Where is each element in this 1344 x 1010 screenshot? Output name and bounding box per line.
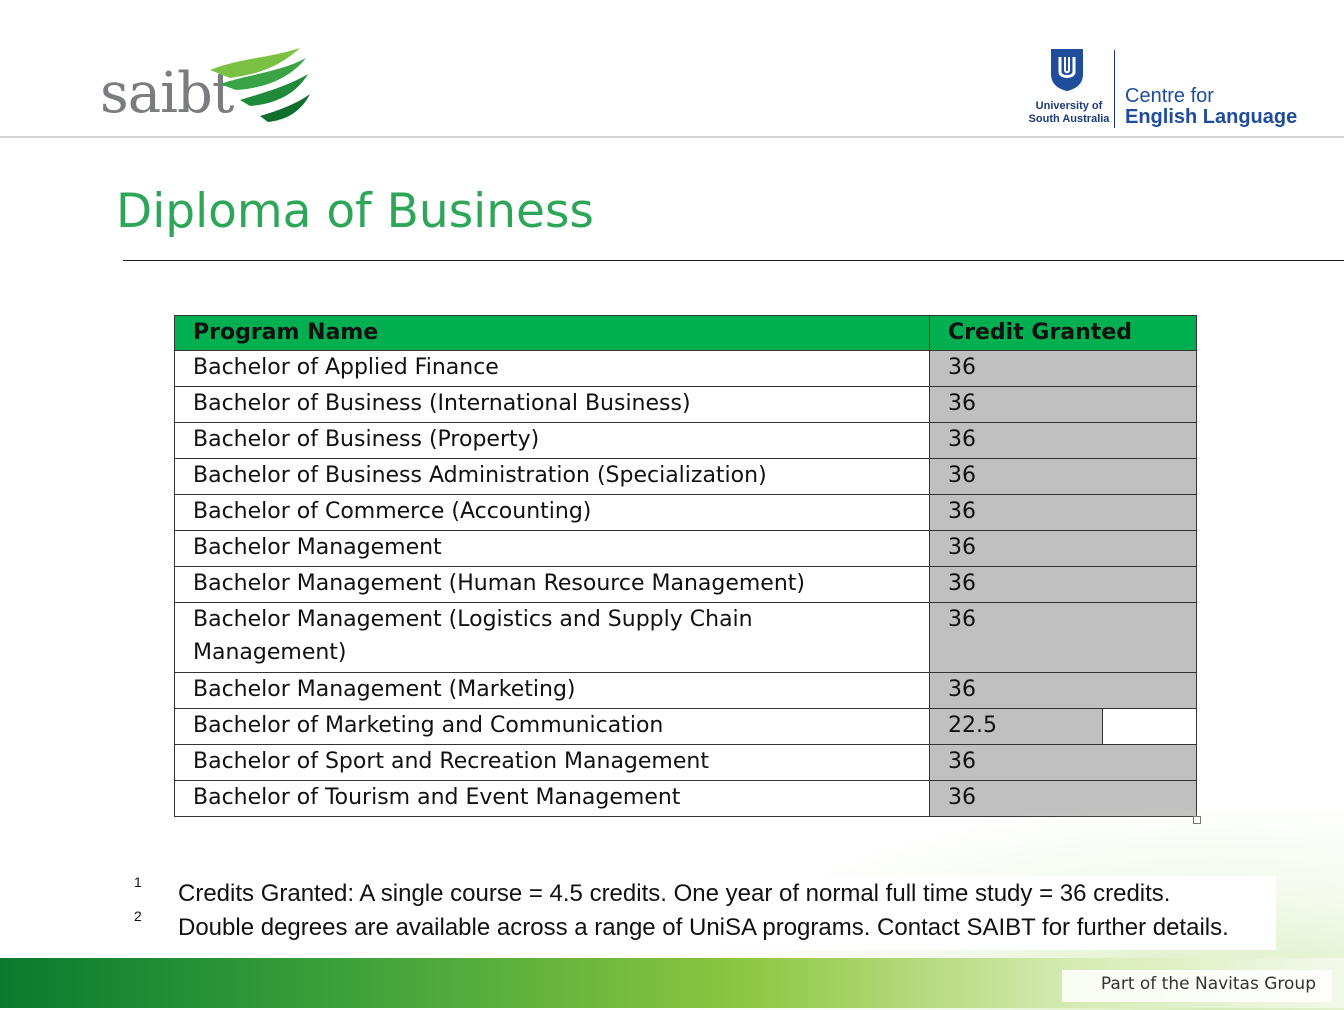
program-name-cell: Bachelor Management (Human Resource Mana… [174,566,930,603]
table-row: Bachelor of Sport and Recreation Managem… [174,744,1197,781]
footnote-marker: 1 [134,874,142,890]
credit-cell: 36 [929,602,1197,673]
saibt-logo-text: saibt [100,61,234,126]
program-name-cell: Bachelor Management (Logistics and Suppl… [174,602,930,673]
credit-table: Program Name Credit Granted Bachelor of … [174,315,1197,817]
credit-cell: 22.5 [930,709,1103,744]
credit-cell: 36 [929,458,1197,495]
page-title: Diploma of Business [116,184,594,239]
title-divider [123,260,1344,261]
program-name-cell: Bachelor of Sport and Recreation Managem… [174,744,930,781]
credit-cell: 36 [929,494,1197,531]
credit-cell: 36 [929,566,1197,603]
empty-cell [1103,709,1196,744]
saibt-logo: saibt [100,44,310,130]
header-divider [0,136,1344,138]
credit-cell: 36 [929,744,1197,781]
program-name-cell: Bachelor of Business Administration (Spe… [174,458,930,495]
unisa-name-line1: University of [1035,100,1103,112]
program-name-cell: Bachelor Management [174,530,930,567]
unisa-logo: University of South Australia Centre for… [1022,46,1312,132]
unisa-shield-icon [1051,49,1083,91]
header: saibt University of South Australia Cent… [0,0,1344,137]
logo-divider [1114,50,1115,128]
program-name-cell: Bachelor Management (Marketing) [174,672,930,709]
table-row: Bachelor of Business (Property) 36 [174,422,1197,459]
unisa-name-line2: South Australia [1028,113,1110,125]
centre-line2: English Language [1125,106,1298,128]
credit-cell: 36 [929,672,1197,709]
footnote-text: Double degrees are available across a ra… [178,914,1229,941]
credit-cell: 36 [929,422,1197,459]
credit-cell-split: 22.5 [929,708,1197,745]
split-cell-inner: 22.5 [930,709,1196,744]
credit-cell: 36 [929,530,1197,567]
table-row: Bachelor Management (Human Resource Mana… [174,566,1197,603]
table-row: Bachelor of Business (International Busi… [174,386,1197,423]
unisa-name: University of South Australia [1026,100,1112,126]
footer-note-backdrop [1062,970,1332,1002]
credit-cell: 36 [929,350,1197,387]
table-row: Bachelor Management 36 [174,530,1197,567]
table-row: Bachelor Management (Logistics and Suppl… [174,602,1197,673]
table-row: Bachelor of Marketing and Communication … [174,708,1197,745]
program-name-cell: Bachelor of Tourism and Event Management [174,780,930,817]
table-row: Bachelor Management (Marketing) 36 [174,672,1197,709]
footnote-marker: 2 [134,908,142,924]
program-name-cell: Bachelor of Business (Property) [174,422,930,459]
program-name-cell: Bachelor of Commerce (Accounting) [174,494,930,531]
footer-note: Part of the Navitas Group [1100,974,1316,994]
table-row: Bachelor of Applied Finance 36 [174,350,1197,387]
program-name-cell: Bachelor of Marketing and Communication [174,708,930,745]
footnote-text: Credits Granted: A single course = 4.5 c… [178,880,1171,907]
credit-cell: 36 [929,386,1197,423]
program-name-cell: Bachelor of Applied Finance [174,350,930,387]
table-row: Bachelor of Commerce (Accounting) 36 [174,494,1197,531]
program-name-cell: Bachelor of Business (International Busi… [174,386,930,423]
table-header-row: Program Name Credit Granted [174,315,1197,351]
header-program-name: Program Name [174,315,930,351]
header-credit-granted: Credit Granted [929,315,1197,351]
centre-line1: Centre for [1125,85,1214,107]
saibt-swoosh-icon [210,48,310,122]
centre-english-language: Centre for English Language [1125,86,1297,128]
table-row: Bachelor of Business Administration (Spe… [174,458,1197,495]
footnotes: 1 Credits Granted: A single course = 4.5… [126,874,1276,950]
